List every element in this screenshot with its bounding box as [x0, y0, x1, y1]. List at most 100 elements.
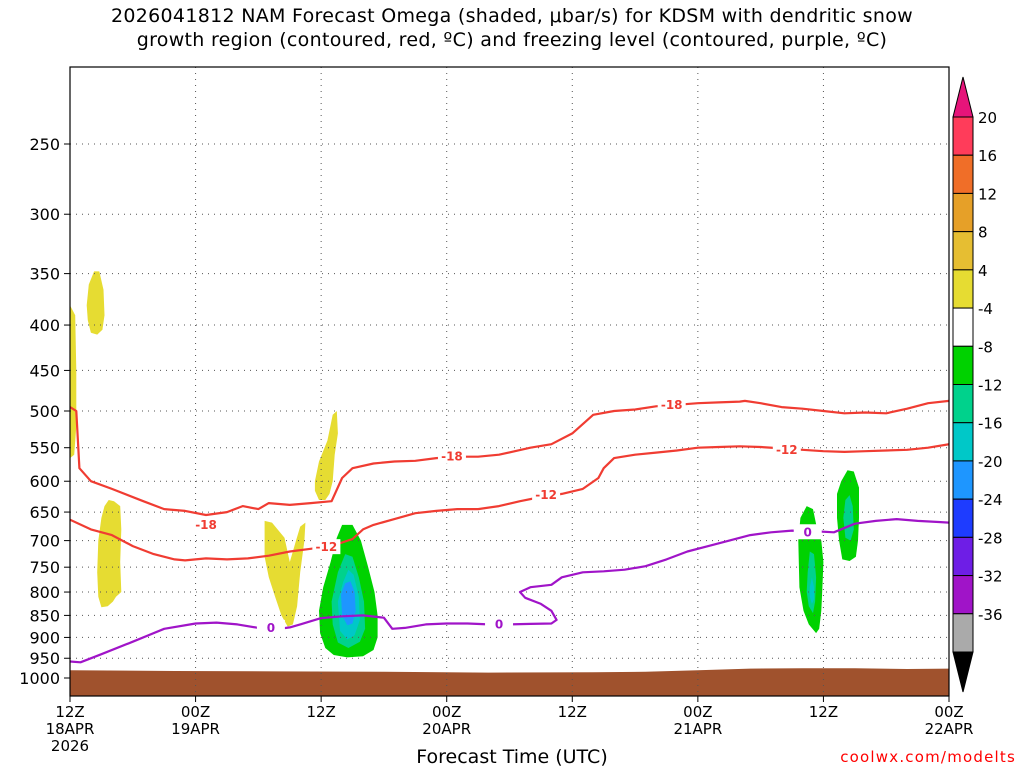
colorbar-label: 12 — [978, 185, 997, 203]
y-tick-label: 500 — [29, 402, 60, 421]
x-tick-label: 12Z — [558, 703, 587, 721]
contour-layer: -18 -18 -18 -12 -12 -12 0 0 0 — [70, 396, 949, 664]
colorbar-bin — [952, 384, 974, 424]
grid-layer — [70, 67, 949, 696]
x-tick-label: 22APR — [925, 720, 974, 738]
colorbar-bottom-arrow — [952, 651, 974, 693]
colorbar-bin — [952, 154, 974, 194]
colorbar-bin — [952, 536, 974, 577]
omega-area-u3 — [97, 500, 122, 608]
contour-label: -18 — [195, 518, 217, 532]
colorbar-label: 16 — [978, 147, 997, 165]
colorbar-label: -8 — [978, 338, 993, 356]
colorbar-top-arrow — [952, 76, 974, 118]
terrain-layer — [70, 668, 949, 696]
colorbar-bin — [952, 192, 974, 233]
omega-area-u4 — [264, 520, 306, 627]
colorbar-bin — [952, 498, 974, 538]
x-axis-label: Forecast Time (UTC) — [416, 746, 608, 768]
x-tick-label: 12Z — [306, 703, 335, 721]
credit-link[interactable]: coolwx.com/modelts — [840, 748, 1016, 766]
y-tick-label: 650 — [29, 503, 60, 522]
x-tick-label: 00Z — [181, 703, 210, 721]
contour-label: 0 — [804, 525, 812, 539]
x-tick-label: 21APR — [673, 720, 722, 738]
colorbar-label: -32 — [978, 568, 1003, 586]
y-tick-label: 900 — [29, 628, 60, 647]
omega-area-u1 — [70, 305, 77, 459]
axis-layer: 250 300 350 400 450 500 550 600 650 700 750 800 850 9… — [19, 66, 974, 755]
colorbar: 20 16 12 8 4 -4 -8 -12 -16 -20 -24 -28 -32 -36 — [952, 76, 1003, 693]
colorbar-label: 8 — [978, 224, 988, 242]
colorbar-bin — [952, 422, 974, 462]
colorbar-label: -36 — [978, 606, 1003, 624]
x-tick-label: 18APR — [46, 720, 95, 738]
plot-frame — [69, 66, 950, 697]
chart-title-line-2: growth region (contoured, red, ºC) and f… — [136, 29, 888, 51]
y-tick-label: 350 — [29, 265, 60, 284]
y-tick-label: 800 — [29, 583, 60, 602]
colorbar-label: -12 — [978, 377, 1003, 395]
omega-area-d2-level-16 — [809, 577, 814, 604]
x-tick-label: 20APR — [422, 720, 471, 738]
y-tick-label: 550 — [29, 439, 60, 458]
colorbar-bin — [952, 575, 974, 615]
y-tick-label: 950 — [29, 649, 60, 668]
y-tick-label: 700 — [29, 532, 60, 551]
omega-shading-layer — [70, 271, 859, 658]
contour-label-bg — [192, 516, 221, 532]
contour-label-bg — [793, 524, 822, 540]
y-tick-label: 600 — [29, 472, 60, 491]
contour-label: -12 — [776, 443, 798, 457]
contour-label-bg — [772, 441, 801, 457]
colorbar-label: -16 — [978, 415, 1003, 433]
colorbar-label: 20 — [978, 109, 997, 127]
y-tick-label: 450 — [29, 361, 60, 380]
y-tick-label: 750 — [29, 558, 60, 577]
contour-label: 0 — [495, 617, 503, 631]
contour-label: -18 — [441, 450, 463, 464]
contour-label: -12 — [535, 488, 557, 502]
omega-area-d3-level-12 — [843, 495, 854, 541]
colorbar-label: -28 — [978, 529, 1003, 547]
y-tick-label: 1000 — [19, 669, 60, 688]
contour-label-bg — [657, 396, 686, 412]
x-tick-label: 00Z — [934, 703, 963, 721]
colorbar-bin — [952, 269, 974, 309]
colorbar-bin — [952, 345, 974, 385]
contour-label-bg — [256, 619, 285, 635]
x-tick-label: 19APR — [171, 720, 220, 738]
chart-title: 2026041812 NAM Forecast Omega (shaded, μ… — [0, 4, 1024, 52]
omega-area-u5 — [314, 411, 338, 500]
contour-label-bg — [485, 616, 514, 632]
omega-area-u2 — [86, 271, 105, 335]
colorbar-label: -4 — [978, 300, 993, 318]
contour-label: 0 — [267, 621, 275, 635]
contour-label: -12 — [316, 540, 338, 554]
y-tick-label: 400 — [29, 316, 60, 335]
colorbar-bin — [952, 231, 974, 271]
chart-title-line-1: 2026041812 NAM Forecast Omega (shaded, μ… — [110, 5, 913, 27]
y-tick-label: 250 — [29, 135, 60, 154]
x-tick-label: 2026 — [51, 737, 89, 755]
contour-label: -18 — [661, 398, 683, 412]
y-tick-label: 850 — [29, 606, 60, 625]
colorbar-label: -20 — [978, 453, 1003, 471]
colorbar-bin — [952, 613, 974, 653]
colorbar-label: -24 — [978, 491, 1003, 509]
contour-label-bg — [437, 448, 466, 464]
colorbar-label: 4 — [978, 262, 988, 280]
x-tick-label: 00Z — [683, 703, 712, 721]
x-tick-label: 12Z — [55, 703, 84, 721]
x-tick-label: 00Z — [432, 703, 461, 721]
contour-label-bg — [532, 487, 561, 503]
colorbar-bin — [952, 116, 974, 156]
colorbar-bin — [952, 460, 974, 500]
terrain-ground — [70, 668, 949, 696]
colorbar-bin — [952, 307, 974, 347]
contour-label-bg — [312, 539, 341, 555]
y-tick-label: 300 — [29, 205, 60, 224]
x-tick-label: 12Z — [809, 703, 838, 721]
contour-dendritic-0 — [70, 399, 949, 517]
